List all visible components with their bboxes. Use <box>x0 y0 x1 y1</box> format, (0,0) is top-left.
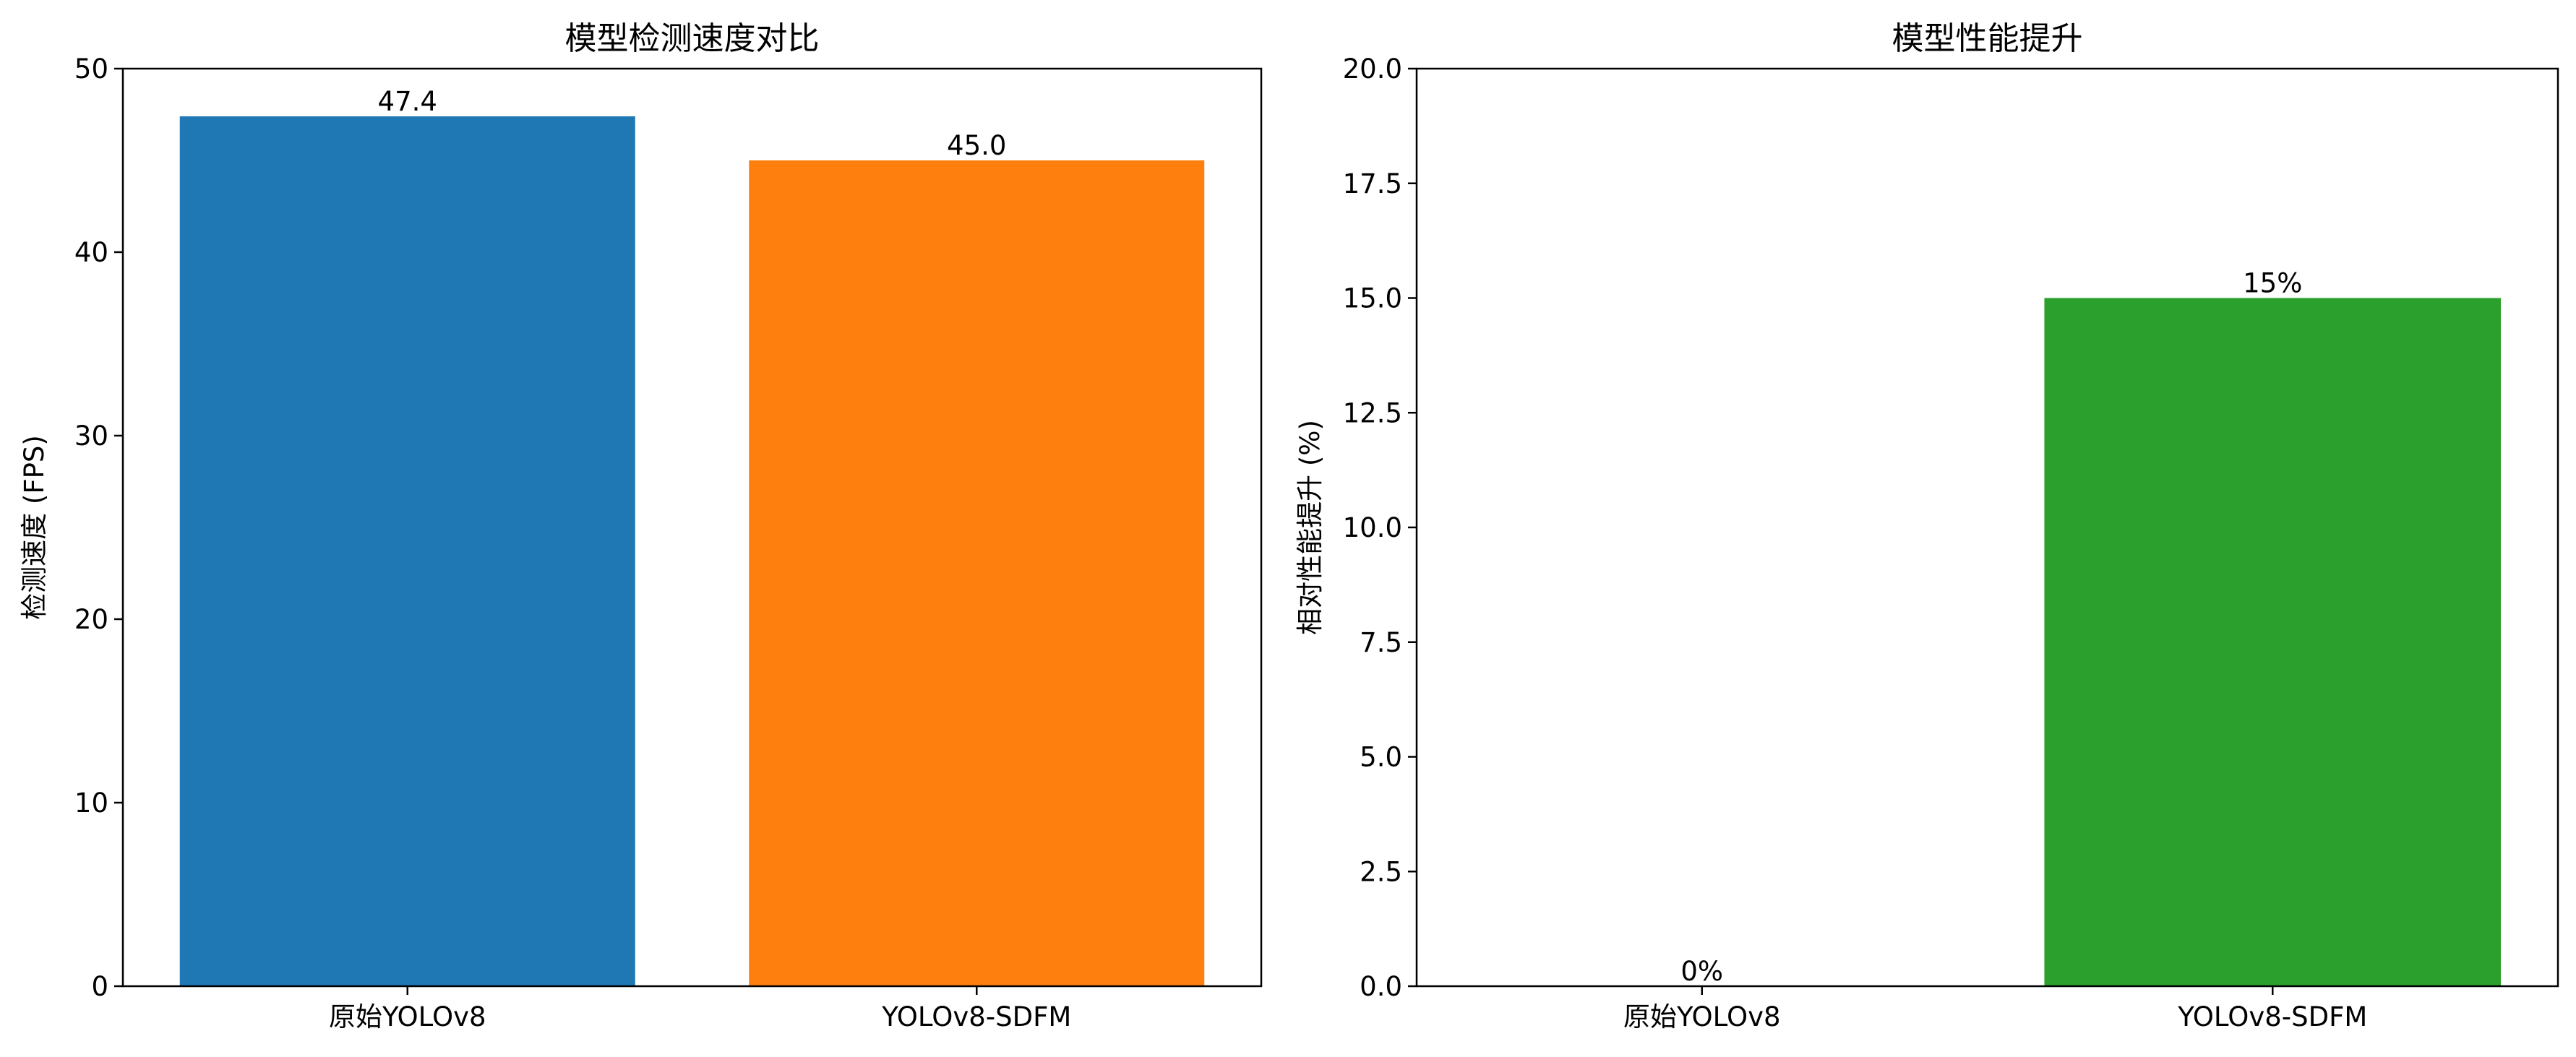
speed-xtick-label-1: 原始YOLOv8 <box>329 1001 486 1032</box>
improvement-ytick-label-5: 10.0 <box>1343 512 1402 543</box>
improvement-bar-2 <box>2044 298 2502 986</box>
improvement-ytick-label-4: 7.5 <box>1360 627 1402 658</box>
speed-ytick-label-5: 40 <box>74 237 108 268</box>
speed-bar-2 <box>749 160 1205 986</box>
speed-xtick-label-2: YOLOv8-SDFM <box>881 1001 1071 1032</box>
improvement-ytick-label-6: 12.5 <box>1343 397 1402 428</box>
improvement-ytick-label-7: 15.0 <box>1343 283 1402 314</box>
improvement-ytick-label-8: 17.5 <box>1343 168 1402 199</box>
speed-data-label-1: 47.4 <box>378 86 437 117</box>
improvement-xtick-label-1: 原始YOLOv8 <box>1623 1001 1781 1032</box>
improvement-data-label-1: 0% <box>1680 956 1723 987</box>
improvement-data-label-2: 15% <box>2243 268 2302 299</box>
speed-ylabel: 检测速度 (FPS) <box>19 435 50 620</box>
improvement-ytick-label-3: 5.0 <box>1360 742 1402 773</box>
speed-data-label-2: 45.0 <box>947 130 1006 161</box>
improvement-ytick-label-2: 2.5 <box>1360 856 1402 887</box>
improvement-ytick-label-1: 0.0 <box>1360 971 1402 1002</box>
improvement-ytick-label-9: 20.0 <box>1343 53 1402 85</box>
speed-chart-title: 模型检测速度对比 <box>565 20 820 57</box>
speed-ytick-label-3: 20 <box>74 604 108 635</box>
improvement-chart-title: 模型性能提升 <box>1892 20 2083 57</box>
speed-bar-1 <box>179 116 635 986</box>
speed-ytick-label-4: 30 <box>74 420 108 452</box>
improvement-ylabel: 相对性能提升 (%) <box>1295 420 1326 635</box>
speed-axes-frame <box>121 67 1263 988</box>
speed-ytick-label-1: 0 <box>91 971 108 1002</box>
speed-ytick-label-2: 10 <box>74 788 108 819</box>
improvement-xtick-label-2: YOLOv8-SDFM <box>2177 1001 2367 1032</box>
speed-ytick-label-6: 50 <box>74 53 108 85</box>
